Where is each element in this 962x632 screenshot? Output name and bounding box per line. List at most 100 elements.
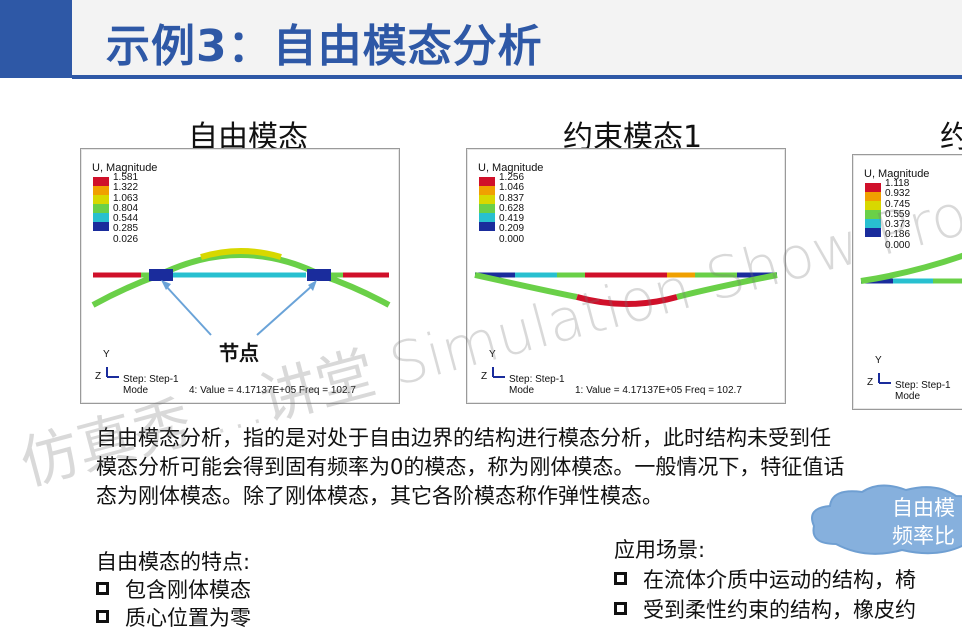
- mode-label: Mode: [123, 385, 149, 396]
- feature-item: 质心位置为零: [96, 602, 251, 632]
- paragraph-line: 模态分析可能会得到固有频率为0的模态，称为刚体模态。一般情况下，特征值话: [96, 455, 845, 479]
- feature-item: 包含刚体模态: [96, 574, 251, 604]
- page-title: 示例3：自由模态分析: [106, 21, 543, 72]
- panel-constrained-mode-1: U, Magnitude 1.256 1.046 0.837 0.628 0.4…: [466, 148, 786, 404]
- features-title: 自由模态的特点:: [96, 550, 251, 574]
- feature-text: 质心位置为零: [125, 606, 251, 630]
- legend-swatch: [93, 213, 109, 222]
- step-label: Step: Step-1: [895, 380, 951, 391]
- checkbox-icon: [614, 571, 627, 585]
- arrow-head: [161, 280, 171, 290]
- step-label: Step: Step-1: [123, 374, 179, 385]
- arrow: [164, 284, 212, 336]
- panel-free-mode: U, Magnitude 1.581 1.322 1.063 0.804 0.5…: [80, 148, 400, 404]
- legend-swatch: [479, 186, 495, 195]
- axis-y-label: Y: [875, 355, 882, 366]
- legend-value: 0.285: [113, 223, 139, 235]
- legend-value: 0.544: [113, 213, 139, 225]
- deformed-segment: [576, 294, 678, 307]
- legend-swatch: [93, 204, 109, 213]
- legend-value: 1.256: [499, 172, 525, 183]
- deformed-segment: [200, 248, 282, 260]
- legend-swatches: [93, 177, 109, 231]
- legend-swatch: [865, 192, 881, 201]
- legend-swatch: [865, 219, 881, 228]
- mode-value: 1: Value = 4.17137E+05 Freq = 102.7: [575, 385, 742, 396]
- panel-constrained-mode-2: U, Magnitude 1.118 0.932 0.745 0.559 0.3…: [852, 154, 962, 410]
- legend-swatch: [93, 222, 109, 231]
- deformed-segment: [320, 272, 391, 308]
- callout-cloud: [811, 484, 962, 555]
- legend-value: 0.209: [499, 223, 525, 235]
- legend-swatches: [479, 177, 495, 231]
- node-marker: [307, 269, 331, 281]
- legend-title: U, Magnitude: [864, 168, 930, 180]
- legend-value: 0.373: [885, 219, 911, 231]
- axis-z-label: Z: [95, 371, 102, 382]
- node-marker: [149, 269, 173, 281]
- feature-text: 包含刚体模态: [125, 578, 251, 602]
- application-text: 在流体介质中运动的结构，椅: [643, 568, 916, 592]
- axis-z-label: Z: [481, 371, 488, 382]
- axis-y-label: Y: [489, 349, 496, 360]
- legend-swatch: [865, 183, 881, 192]
- legend-swatch: [479, 177, 495, 186]
- legend-value: 1.046: [499, 182, 525, 194]
- legend-value: 1.322: [113, 182, 139, 194]
- legend-swatch: [865, 210, 881, 219]
- legend-swatch: [479, 222, 495, 231]
- title-bar: [0, 0, 962, 78]
- legend-swatch: [479, 204, 495, 213]
- application-text: 受到柔性约束的结构，橡皮约: [643, 598, 916, 622]
- mode-shape-constrained-1: [474, 272, 778, 378]
- axis-z-label: Z: [867, 377, 874, 388]
- legend-swatch: [93, 177, 109, 186]
- application-item: 受到柔性约束的结构，橡皮约: [614, 594, 916, 624]
- legend-value: 0.000: [499, 233, 525, 245]
- legend-swatch: [93, 195, 109, 204]
- axis-y-label: Y: [103, 349, 110, 360]
- legend-swatches: [865, 183, 881, 237]
- deformed-segment: [676, 272, 778, 300]
- legend-value: 1.063: [113, 192, 139, 204]
- step-label: Step: Step-1: [509, 374, 565, 385]
- legend-value: 0.628: [499, 202, 525, 214]
- description-paragraph: 自由模态分析，指的是对处于自由边界的结构进行模态分析，此时结构未受到任 模态分析…: [96, 424, 962, 511]
- paragraph-line: 自由模态分析，指的是对处于自由边界的结构进行模态分析，此时结构未受到任: [96, 426, 831, 450]
- legend-value: 0.419: [499, 213, 525, 225]
- mode-shape-free: [91, 248, 391, 378]
- deformed-segment: [860, 252, 962, 284]
- arrow-head: [308, 280, 317, 291]
- checkbox-icon: [96, 581, 109, 595]
- mode-label: Mode: [509, 385, 535, 396]
- paragraph-line: 态为刚体模态。除了刚体模态，其它各阶模态称作弹性模态。: [96, 484, 663, 508]
- legend-value: 0.000: [885, 239, 911, 251]
- legend-value: 0.837: [499, 192, 525, 204]
- node-label: 节点: [219, 341, 259, 365]
- legend-value: 1.581: [113, 172, 139, 183]
- checkbox-icon: [96, 609, 109, 623]
- cloud-shape: [811, 484, 962, 555]
- mode-value: 4: Value = 4.17137E+05 Freq = 102.7: [189, 385, 356, 396]
- legend-swatch: [865, 201, 881, 210]
- callout-line: 频率比: [892, 524, 955, 548]
- mode-label: Mode: [895, 391, 921, 402]
- legend-value: 0.186: [885, 229, 911, 241]
- legend-value: 0.559: [885, 208, 911, 220]
- legend-title: U, Magnitude: [478, 162, 544, 174]
- legend-swatch: [479, 213, 495, 222]
- deformed-segment: [157, 252, 323, 278]
- applications-title: 应用场景:: [614, 538, 706, 562]
- legend-value: 0.745: [885, 198, 911, 210]
- legend-values: 1.256 1.046 0.837 0.628 0.419 0.209 0.00…: [499, 172, 525, 245]
- legend-value: 1.118: [885, 178, 910, 189]
- legend-swatch: [93, 186, 109, 195]
- legend-value: 0.932: [885, 188, 911, 200]
- mode-shape-constrained-2: [860, 252, 962, 384]
- title-underline: [72, 75, 962, 79]
- deformed-segment: [474, 272, 578, 300]
- legend-value: 0.026: [113, 233, 139, 245]
- checkbox-icon: [614, 601, 627, 615]
- arrow: [256, 284, 314, 336]
- legend-value: 0.804: [113, 202, 139, 214]
